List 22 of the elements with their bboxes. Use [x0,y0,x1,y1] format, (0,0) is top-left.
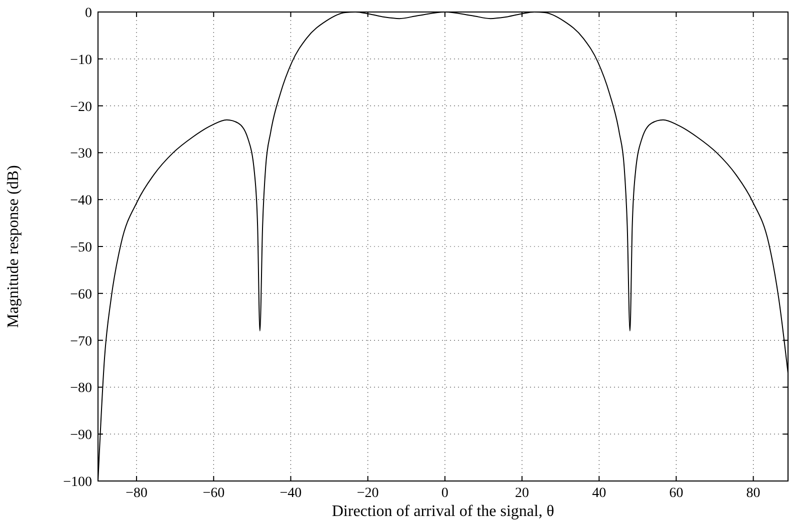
x-tick-label: −80 [126,486,148,501]
y-tick-label: −40 [70,194,92,209]
y-tick-label: −10 [70,52,92,68]
x-axis-title: Direction of arrival of the signal, θ [332,503,554,520]
x-tick-label: 40 [592,486,606,501]
y-tick-label: −30 [70,146,92,162]
y-axis-title: Magnitude response (dB) [5,165,22,328]
y-tick-label: 0 [85,6,92,21]
y-tick-label: −90 [70,428,92,444]
x-tick-label: 60 [669,486,684,501]
y-tick-label: −100 [63,475,92,490]
x-tick-label: 0 [441,486,448,501]
y-tick-label: −20 [70,100,92,115]
x-tick-label: −40 [280,486,302,501]
x-tick-label: 80 [746,486,760,501]
y-tick-label: −50 [70,240,92,256]
x-tick-label: −20 [356,486,379,501]
y-tick-label: −70 [70,334,92,350]
x-tick-label: −60 [202,486,225,501]
y-tick-label: −60 [70,287,92,302]
y-tick-label: −80 [70,381,92,396]
x-tick-label: 20 [515,486,530,501]
